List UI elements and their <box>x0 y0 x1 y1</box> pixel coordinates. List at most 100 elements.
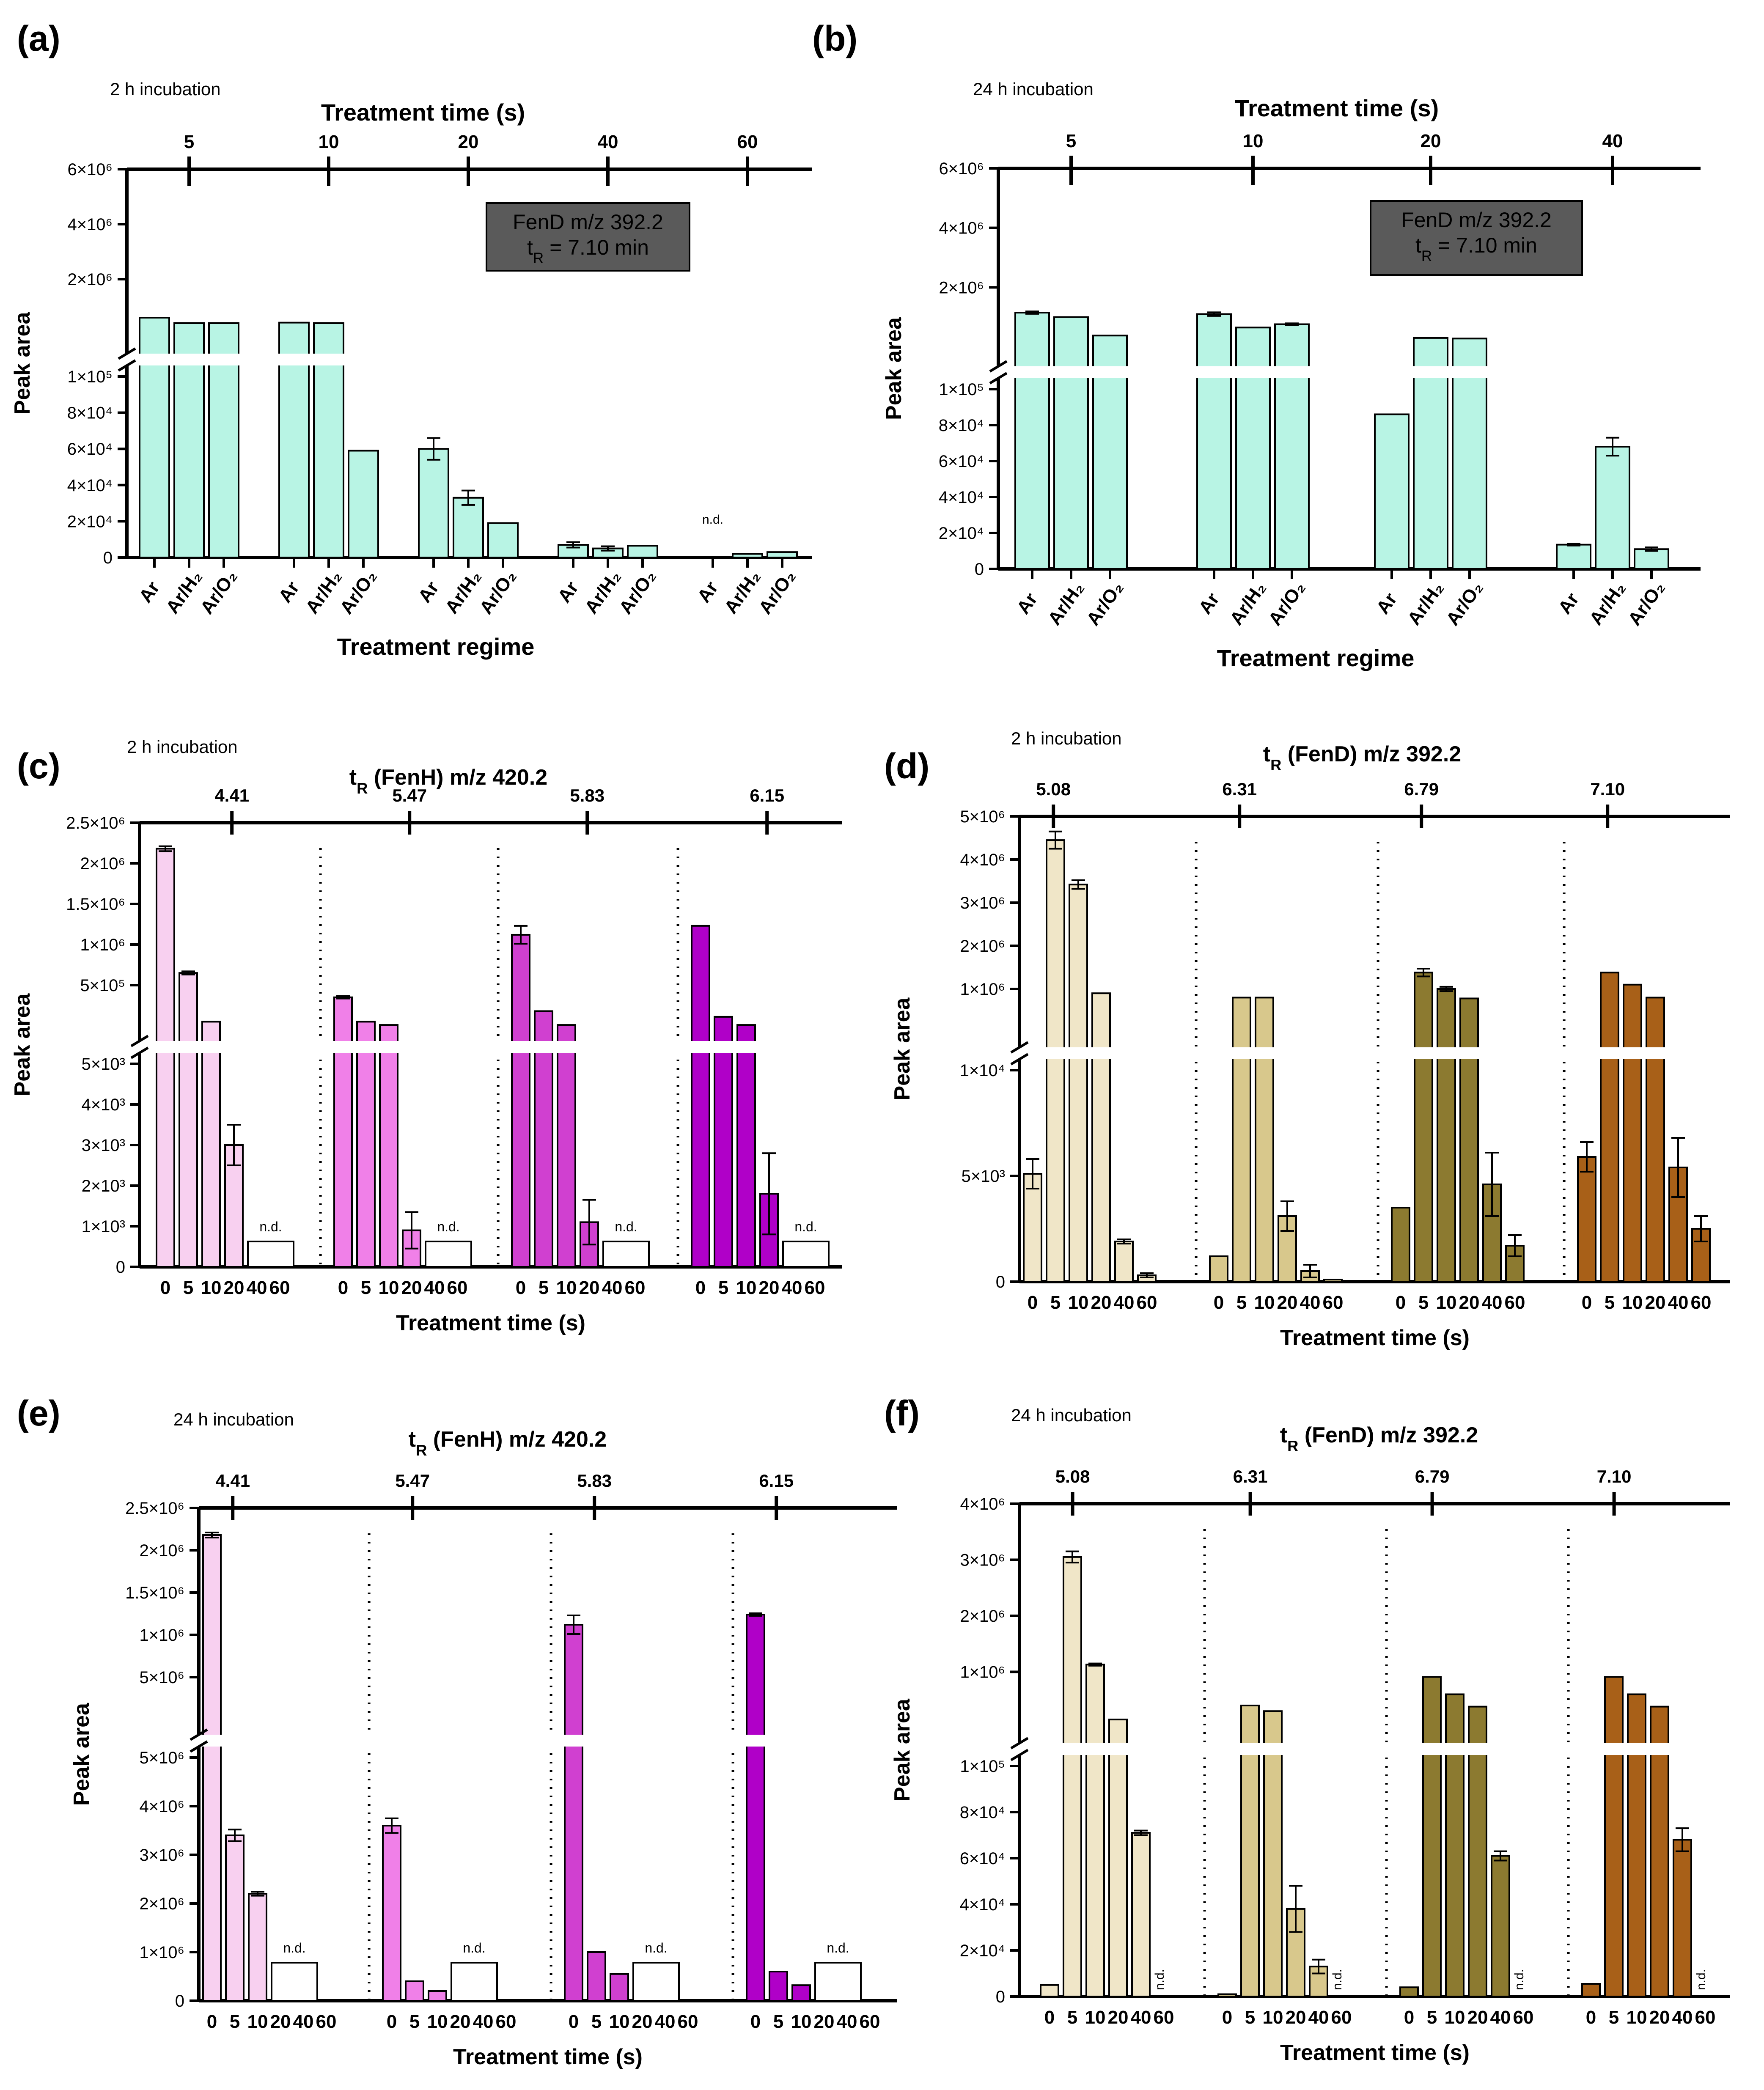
axis-break-mark <box>989 360 1008 373</box>
bar <box>1196 313 1232 570</box>
bar <box>1482 1184 1502 1283</box>
nd-label: n.d. <box>1512 1969 1526 1990</box>
nd-label: n.d. <box>827 1940 849 1955</box>
y-tick-label: 2×10⁶ <box>80 854 125 873</box>
bar <box>1445 1693 1465 1997</box>
x-category-label: 40 <box>602 1277 623 1298</box>
bar <box>1091 992 1111 1283</box>
x-category-label: 0 <box>569 2011 579 2032</box>
x-category-label: 20 <box>1108 2007 1129 2028</box>
x-category-label: 10 <box>736 1277 757 1298</box>
y-tick-label: 5×10⁵ <box>80 976 125 995</box>
x-category-label: 5 <box>1050 1292 1061 1313</box>
x-category-label: 20 <box>1459 1292 1480 1313</box>
x-category-label: 60 <box>447 1277 468 1298</box>
top-tick-label: 10 <box>319 132 339 152</box>
x-category-label: 10 <box>791 2011 812 2032</box>
nd-label: n.d. <box>645 1940 667 1955</box>
bar <box>691 925 710 1268</box>
x-category-label: 5 <box>591 2011 602 2032</box>
x-category-label: Ar/H₂ <box>1404 578 1448 629</box>
incubation-label: 24 h incubation <box>1011 1405 1132 1425</box>
x-category-label: 10 <box>1622 1292 1643 1313</box>
annotation-box <box>1370 200 1583 276</box>
top-axis-title: tR (FenD) m/z 392.2 <box>1263 742 1461 774</box>
panel-label: (b) <box>812 19 857 58</box>
y-axis-title: Peak area <box>882 317 906 420</box>
y-tick-label: 6×10⁶ <box>939 159 984 178</box>
y-tick-label: 0 <box>116 1258 125 1277</box>
x-category-label: 5 <box>773 2011 783 2032</box>
x-category-label: 0 <box>1586 2007 1596 2028</box>
y-tick-label: 5×10³ <box>82 1055 125 1074</box>
y-tick-label: 5×10⁶ <box>960 807 1005 826</box>
axis-break-mark <box>989 372 1008 384</box>
bar <box>1604 1676 1624 1998</box>
x-category-label: 60 <box>496 2011 517 2032</box>
y-axis-title: Peak area <box>890 1698 915 1802</box>
y-tick-label: 3×10³ <box>82 1136 125 1155</box>
x-category-label: Ar <box>1013 589 1041 618</box>
x-category-label: 20 <box>450 2011 471 2032</box>
x-category-label: 20 <box>1286 2007 1306 2028</box>
axis-break-mark <box>1010 1737 1029 1749</box>
bar <box>1023 1173 1042 1283</box>
x-category-label: 0 <box>338 1277 348 1298</box>
x-category-label: 10 <box>1068 1292 1089 1313</box>
top-tick-label: 5.83 <box>570 785 604 805</box>
x-category-label: Ar <box>414 578 443 607</box>
bar <box>587 1951 606 2002</box>
y-tick-label: 5×10⁶ <box>139 1668 184 1687</box>
x-category-label: Ar/H₂ <box>581 567 625 618</box>
x-category-label: 0 <box>516 1277 526 1298</box>
annotation-text: tR = 7.10 min <box>1415 233 1537 264</box>
bar <box>1595 446 1630 570</box>
x-category-label: 60 <box>269 1277 290 1298</box>
x-category-label: 40 <box>473 2011 494 2032</box>
x-category-label: Ar/O₂ <box>475 566 520 618</box>
bar <box>610 1973 629 2002</box>
panel-c: (c) 2 h incubation tR (FenH) m/z 420.2 5×10… <box>10 737 850 1335</box>
nd-label: n.d. <box>1694 1969 1708 1990</box>
x-category-label: 10 <box>1263 2007 1283 2028</box>
x-category-label: 0 <box>387 2011 397 2032</box>
bar <box>356 1021 376 1268</box>
top-tick-label: 6.15 <box>750 785 784 805</box>
x-category-label: 0 <box>1582 1292 1592 1313</box>
top-tick-label: 5.83 <box>577 1471 612 1491</box>
bar <box>736 1024 756 1268</box>
x-category-label: Ar/O₂ <box>196 566 241 618</box>
bar <box>1040 1984 1059 1997</box>
axis-break-mark <box>118 359 136 372</box>
bar <box>1085 1664 1105 1997</box>
annotation-box <box>486 202 690 272</box>
top-axis-title: tR (FenH) m/z 420.2 <box>409 1427 607 1459</box>
bar <box>1114 1241 1134 1283</box>
y-tick-label: 2×10⁴ <box>939 524 984 543</box>
bar <box>1217 1993 1237 1997</box>
bar <box>714 1016 733 1268</box>
top-tick-label: 6.31 <box>1222 779 1257 799</box>
x-category-label: Ar/O₂ <box>1442 578 1487 629</box>
incubation-label: 2 h incubation <box>127 737 238 757</box>
nd-label: n.d. <box>437 1219 459 1234</box>
x-category-label: Ar/O₂ <box>1083 578 1127 629</box>
x-category-label: 60 <box>1323 1292 1344 1313</box>
top-tick-label: 5.08 <box>1055 1467 1090 1486</box>
y-tick-label: 1×10⁵ <box>67 368 113 386</box>
x-category-label: 5 <box>1245 2007 1255 2028</box>
x-category-label: 10 <box>379 1277 399 1298</box>
x-category-label: 5 <box>1418 1292 1429 1313</box>
bar <box>333 996 353 1268</box>
nd-label: n.d. <box>259 1219 282 1234</box>
x-category-label: 40 <box>424 1277 445 1298</box>
top-axis-title: tR (FenH) m/z 420.2 <box>349 765 547 797</box>
bar <box>1437 988 1456 1283</box>
top-tick-label: 5 <box>184 132 194 152</box>
y-tick-label: 1×10⁶ <box>960 980 1005 999</box>
bar <box>759 1193 779 1268</box>
x-category-label: 20 <box>1649 2007 1670 2028</box>
bar <box>1209 1255 1228 1283</box>
axis-break-gap <box>131 1041 850 1053</box>
x-category-label: Ar <box>1195 589 1223 618</box>
